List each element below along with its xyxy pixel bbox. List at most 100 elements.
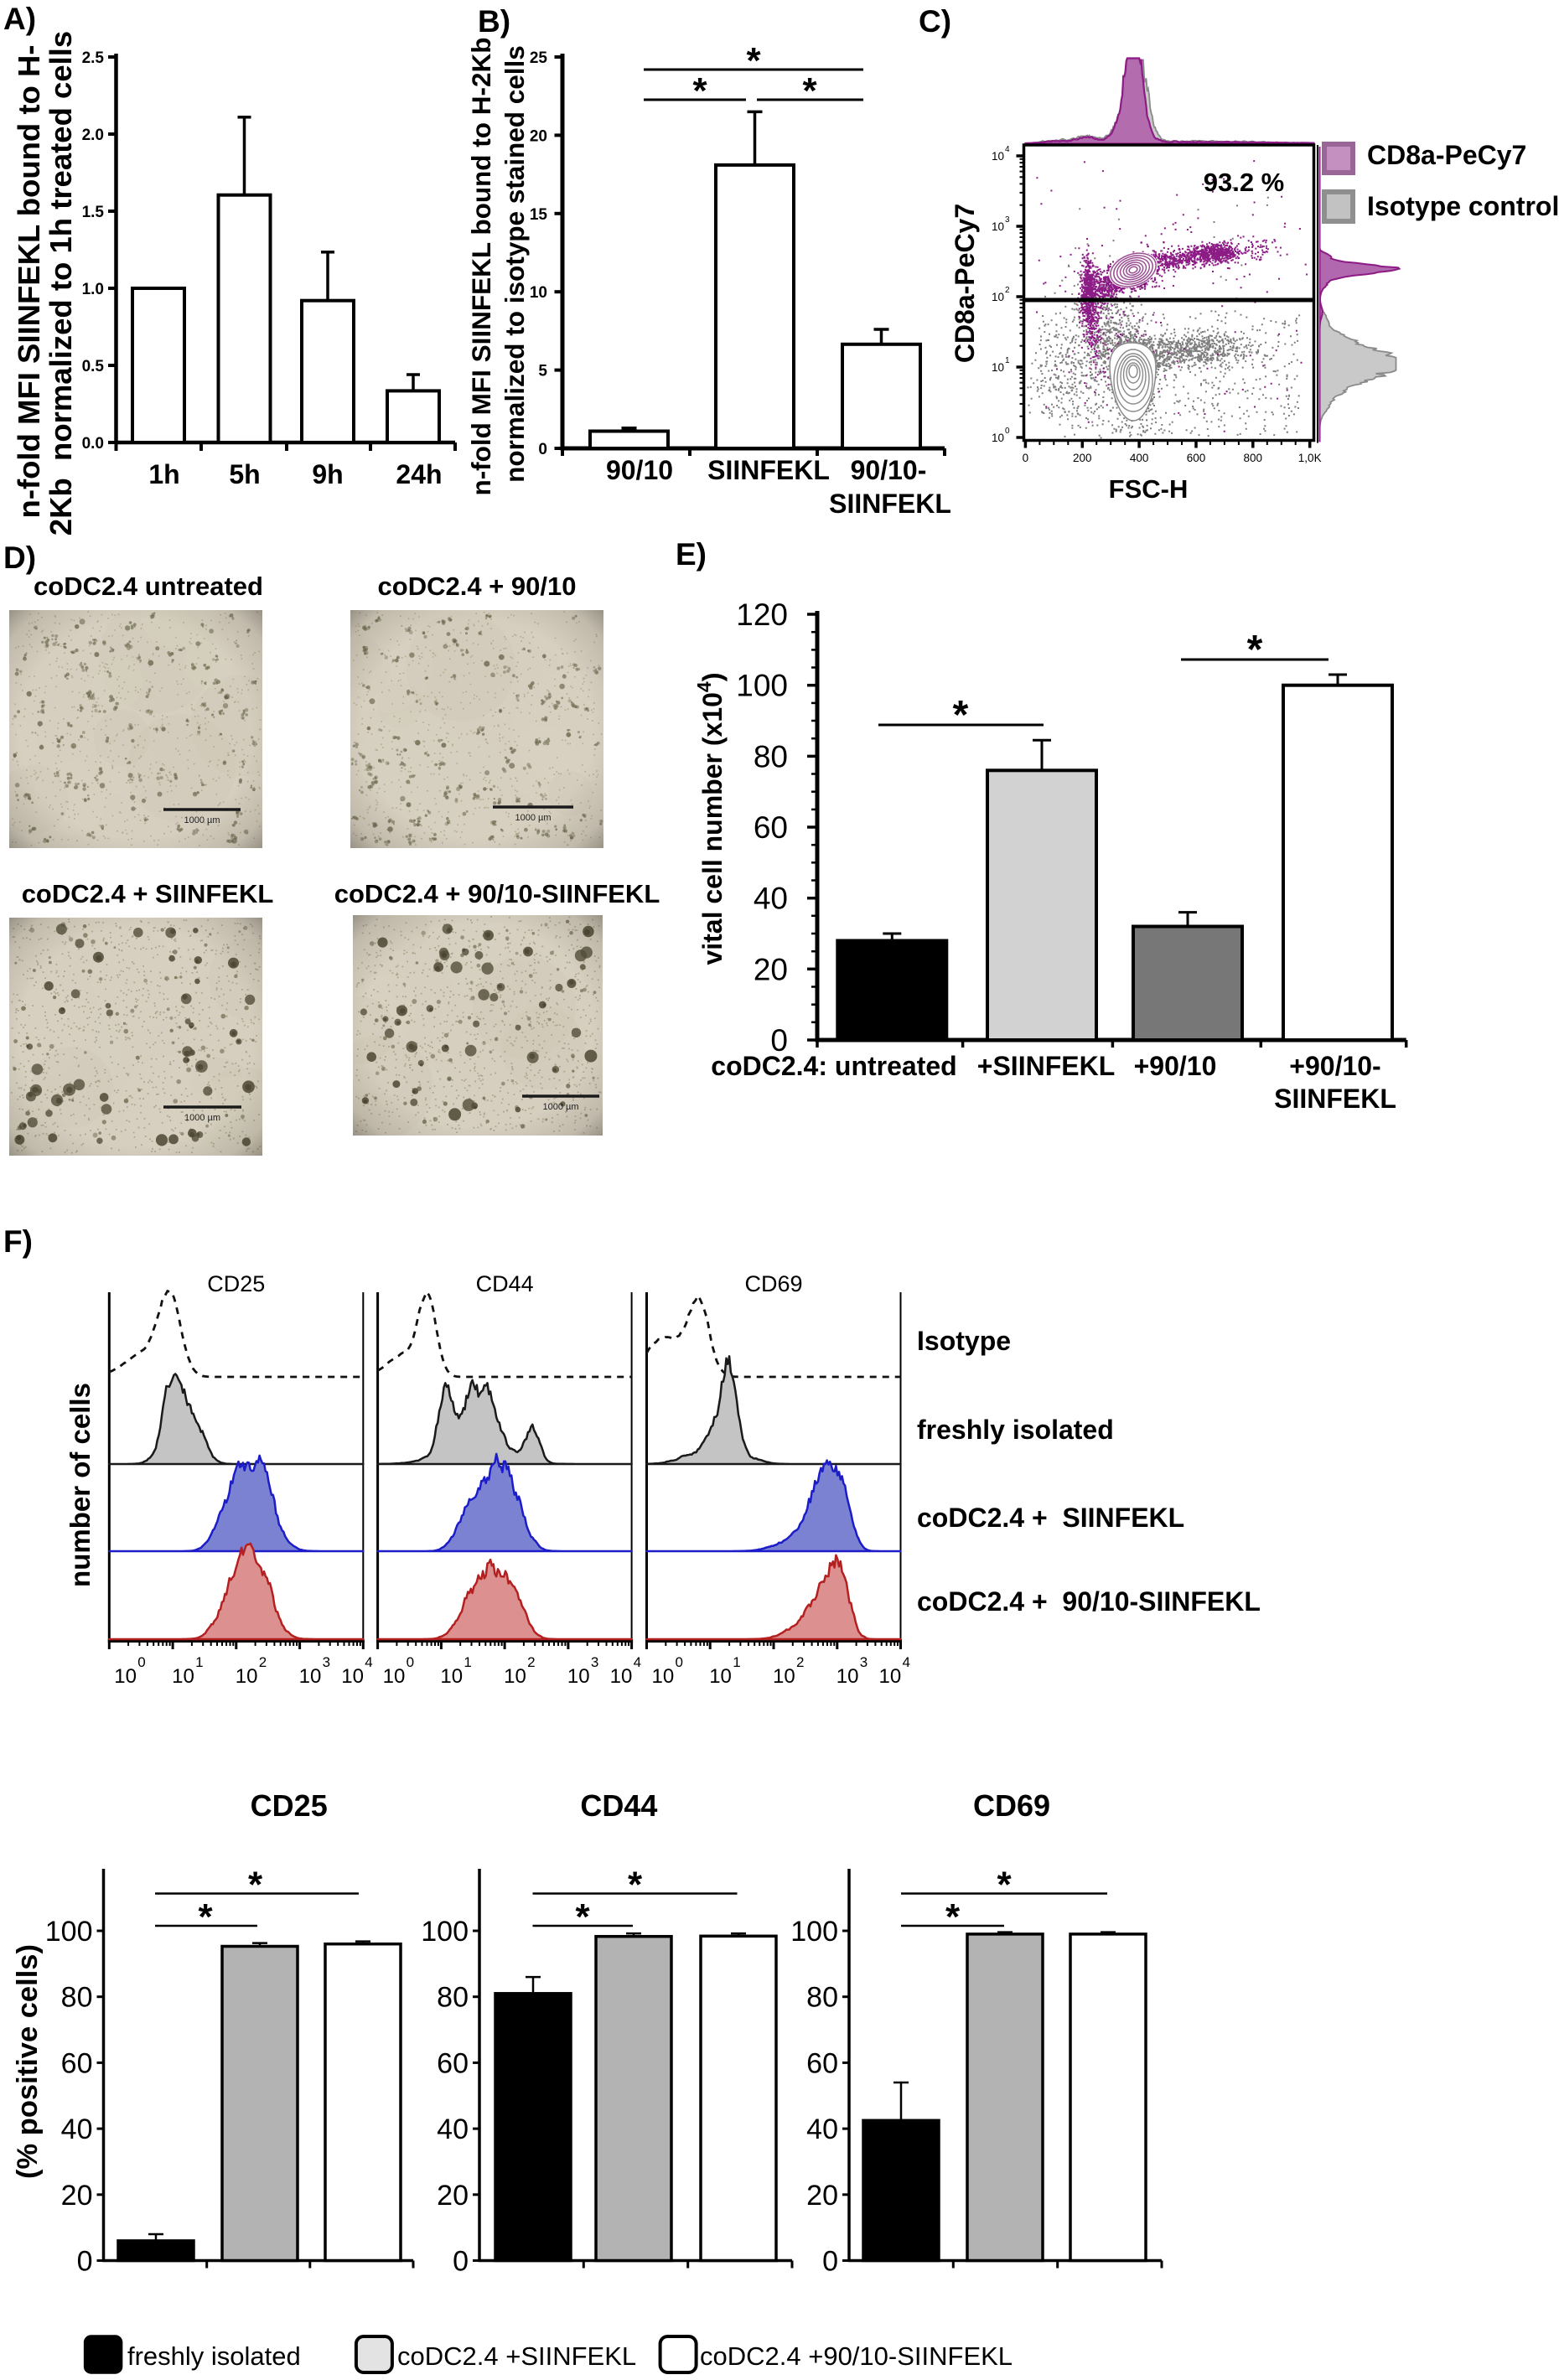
svg-text:0: 0 xyxy=(1023,452,1029,464)
svg-text:0: 0 xyxy=(770,1023,788,1058)
svg-text:(% positive cells): (% positive cells) xyxy=(12,1944,44,2179)
svg-text:90/10-: 90/10- xyxy=(851,455,927,485)
svg-text:2Kb normalized to 1h treated: 2Kb normalized to 1h treated cells xyxy=(44,31,78,536)
svg-text:10: 10 xyxy=(504,1665,526,1688)
svg-text:coDC2.4 +90/10-SIINFEKL: coDC2.4 +90/10-SIINFEKL xyxy=(700,2341,1013,2371)
svg-text:10: 10 xyxy=(236,1665,258,1688)
svg-text:4: 4 xyxy=(634,1654,641,1670)
svg-text:n-fold MFI SIINFEKL bound to H: n-fold MFI SIINFEKL bound to H-2Kb xyxy=(466,37,496,495)
svg-text:*: * xyxy=(997,1865,1012,1906)
svg-text:0: 0 xyxy=(77,2246,93,2278)
svg-text:+SIINFEKL: +SIINFEKL xyxy=(977,1051,1115,1081)
svg-text:40: 40 xyxy=(806,2114,838,2145)
svg-text:coDC2.4: untreated: coDC2.4: untreated xyxy=(711,1051,956,1081)
svg-text:1: 1 xyxy=(1005,356,1010,365)
svg-text:10: 10 xyxy=(114,1665,137,1688)
svg-text:5h: 5h xyxy=(229,459,260,489)
svg-text:SIINFEKL: SIINFEKL xyxy=(707,455,830,485)
svg-text:1000 µm: 1000 µm xyxy=(515,813,551,823)
svg-text:1.0: 1.0 xyxy=(82,281,104,298)
svg-text:1: 1 xyxy=(195,1654,203,1670)
svg-text:coDC2.4 + 90/10-SIINFEKL: coDC2.4 + 90/10-SIINFEKL xyxy=(917,1586,1261,1617)
svg-text:coDC2.4 + SIINFEKL: coDC2.4 + SIINFEKL xyxy=(22,879,274,908)
svg-text:2: 2 xyxy=(527,1654,535,1670)
svg-text:100: 100 xyxy=(790,1916,838,1948)
svg-text:coDC2.4 + 90/10-SIINFEKL: coDC2.4 + 90/10-SIINFEKL xyxy=(334,879,660,908)
svg-text:*: * xyxy=(692,70,707,111)
svg-text:60: 60 xyxy=(754,810,788,845)
svg-text:0: 0 xyxy=(676,1654,683,1670)
svg-text:40: 40 xyxy=(61,2114,93,2145)
svg-text:80: 80 xyxy=(806,1982,838,2014)
svg-text:10: 10 xyxy=(610,1665,633,1688)
svg-text:*: * xyxy=(953,693,969,737)
svg-text:Isotype: Isotype xyxy=(917,1326,1011,1356)
svg-text:A): A) xyxy=(3,2,36,36)
svg-text:600: 600 xyxy=(1187,452,1206,464)
svg-text:FSC-H: FSC-H xyxy=(1109,474,1189,504)
svg-text:0.5: 0.5 xyxy=(82,358,105,375)
svg-text:80: 80 xyxy=(437,1982,469,2014)
svg-text:1000 µm: 1000 µm xyxy=(184,815,220,825)
svg-text:200: 200 xyxy=(1073,452,1092,464)
svg-text:E): E) xyxy=(676,537,707,572)
svg-text:10: 10 xyxy=(992,220,1004,233)
svg-text:80: 80 xyxy=(61,1982,93,2014)
svg-text:1.5: 1.5 xyxy=(82,204,105,221)
svg-text:B): B) xyxy=(478,4,510,39)
svg-text:*: * xyxy=(628,1865,643,1906)
svg-text:10: 10 xyxy=(992,291,1004,303)
svg-text:coDC2.4 + 90/10: coDC2.4 + 90/10 xyxy=(378,572,577,601)
svg-text:25: 25 xyxy=(530,49,548,67)
svg-text:coDC2.4 +SIINFEKL: coDC2.4 +SIINFEKL xyxy=(397,2341,636,2371)
svg-text:CD44: CD44 xyxy=(476,1271,534,1296)
svg-text:F): F) xyxy=(3,1224,33,1259)
svg-text:4: 4 xyxy=(903,1654,910,1670)
svg-text:0: 0 xyxy=(822,2246,838,2278)
svg-text:*: * xyxy=(248,1865,263,1906)
svg-text:vital cell number (x104): vital cell number (x104) xyxy=(693,672,728,965)
svg-text:normalized to isotype stained: normalized to isotype stained cells xyxy=(500,45,530,483)
svg-text:C): C) xyxy=(919,4,951,39)
svg-text:100: 100 xyxy=(736,669,788,703)
svg-text:20: 20 xyxy=(530,127,547,145)
svg-text:CD44: CD44 xyxy=(580,1788,657,1823)
svg-text:10: 10 xyxy=(879,1665,902,1688)
svg-text:10: 10 xyxy=(992,432,1004,444)
svg-text:100: 100 xyxy=(45,1916,93,1948)
svg-text:Isotype control: Isotype control xyxy=(1367,191,1559,221)
svg-text:20: 20 xyxy=(806,2180,838,2212)
svg-text:1000 µm: 1000 µm xyxy=(184,1113,220,1123)
svg-text:n-fold MFI SIINFEKL bound to H: n-fold MFI SIINFEKL bound to H- xyxy=(12,45,46,519)
svg-text:2: 2 xyxy=(259,1654,267,1670)
svg-text:2: 2 xyxy=(796,1654,804,1670)
svg-text:10: 10 xyxy=(383,1665,406,1688)
svg-text:24h: 24h xyxy=(396,459,442,489)
svg-text:freshly isolated: freshly isolated xyxy=(127,2341,301,2371)
svg-text:CD8a-PeCy7: CD8a-PeCy7 xyxy=(1367,140,1526,170)
svg-text:20: 20 xyxy=(61,2180,93,2212)
svg-text:10: 10 xyxy=(530,284,547,302)
svg-text:10: 10 xyxy=(172,1665,194,1688)
svg-text:4: 4 xyxy=(365,1654,372,1670)
svg-text:2: 2 xyxy=(1005,286,1010,295)
svg-text:9h: 9h xyxy=(312,459,343,489)
svg-text:3: 3 xyxy=(1005,215,1010,225)
svg-text:10: 10 xyxy=(299,1665,322,1688)
svg-text:120: 120 xyxy=(736,598,788,632)
svg-text:60: 60 xyxy=(806,2047,838,2079)
svg-text:1000 µm: 1000 µm xyxy=(542,1102,578,1112)
svg-text:*: * xyxy=(198,1896,213,1938)
svg-text:800: 800 xyxy=(1244,452,1263,464)
svg-text:60: 60 xyxy=(437,2047,469,2079)
svg-text:100: 100 xyxy=(421,1916,469,1948)
svg-text:*: * xyxy=(802,70,817,111)
svg-text:0: 0 xyxy=(137,1654,145,1670)
svg-text:2.5: 2.5 xyxy=(82,49,105,67)
svg-text:0: 0 xyxy=(453,2246,469,2278)
svg-text:2.0: 2.0 xyxy=(82,127,104,144)
svg-text:1: 1 xyxy=(464,1654,471,1670)
svg-text:40: 40 xyxy=(437,2114,469,2145)
svg-text:CD69: CD69 xyxy=(973,1788,1050,1823)
svg-text:60: 60 xyxy=(61,2047,93,2079)
